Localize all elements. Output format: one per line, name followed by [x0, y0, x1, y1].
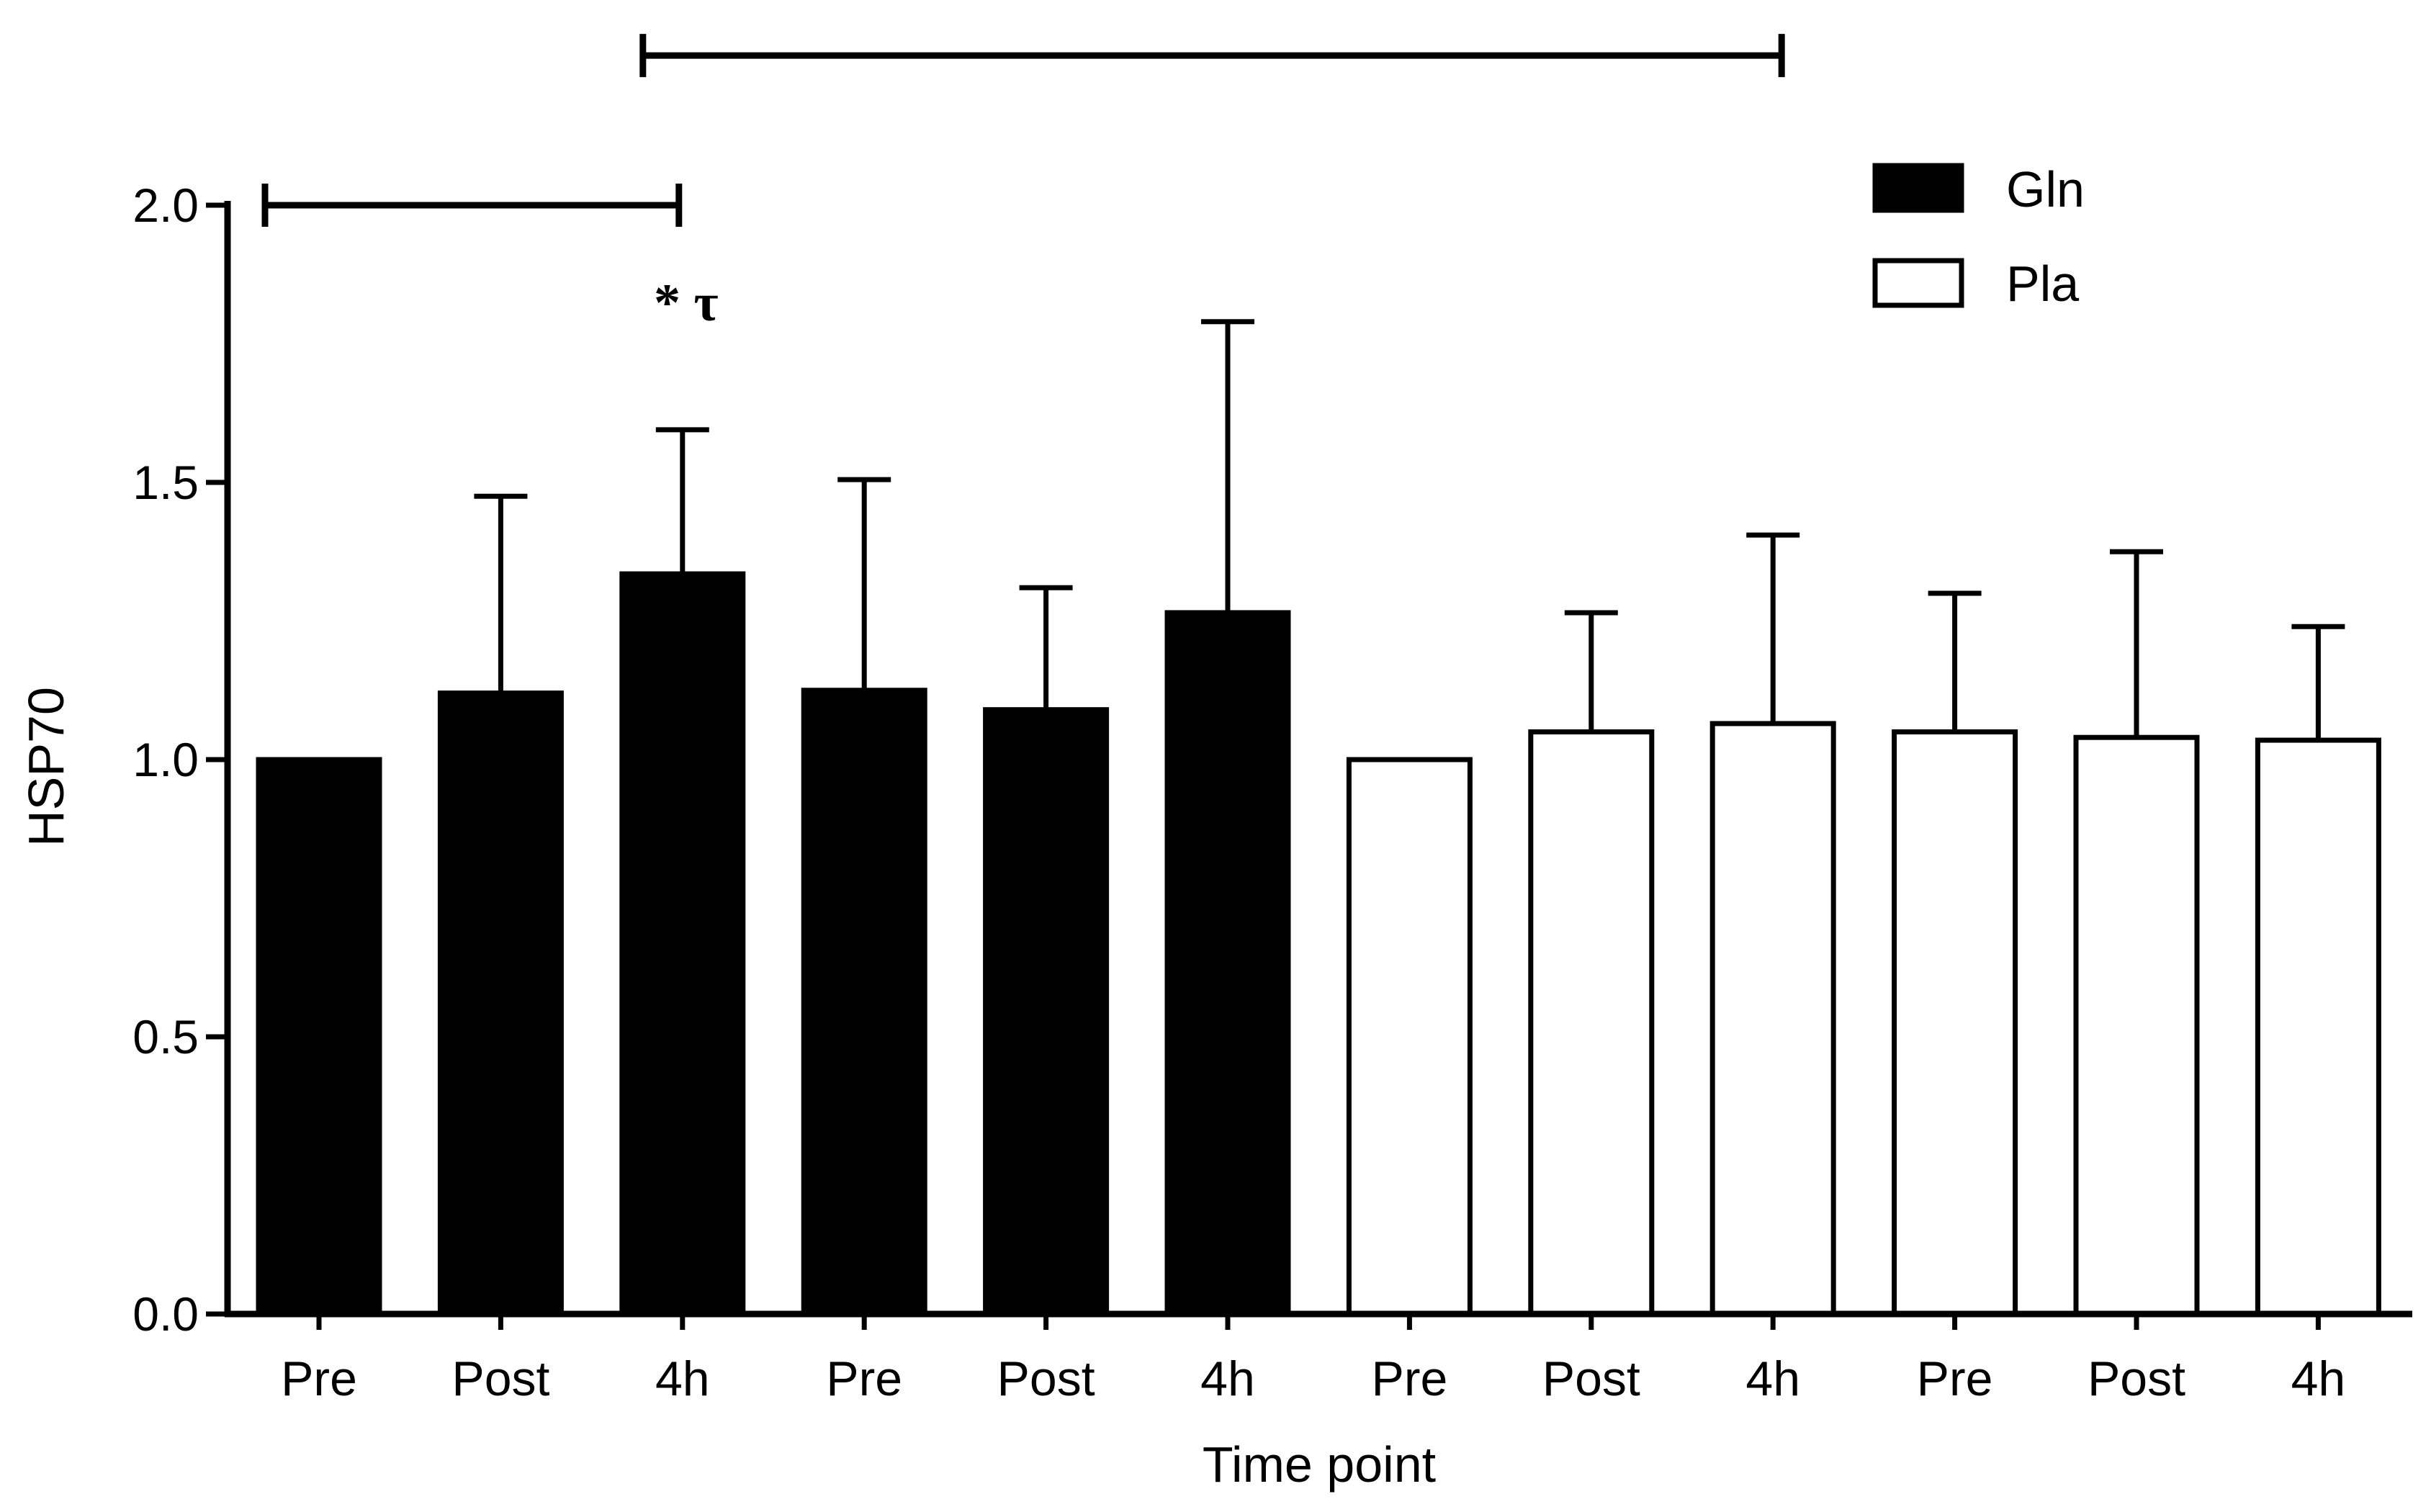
x-tick-label-2: 4h — [655, 1351, 710, 1406]
legend-swatch-gln — [1872, 163, 1964, 213]
bar-gln-4h-2 — [619, 571, 746, 1317]
bar-pla-4h-11 — [2255, 737, 2381, 1317]
x-tick-label-11: 4h — [2291, 1351, 2346, 1406]
y-axis-title: HSP70 — [18, 687, 74, 847]
bar-gln-pre-3 — [801, 688, 927, 1317]
x-tick-label-9: Pre — [1917, 1351, 1993, 1406]
significance-annotation: * τ — [654, 274, 719, 333]
x-axis-title: Time point — [1203, 1436, 1436, 1493]
y-tick-label-2: 1.0 — [132, 733, 199, 786]
bar-gln-post-4 — [983, 707, 1110, 1317]
annotations: * τ — [654, 274, 719, 333]
x-tick-label-4: Post — [997, 1351, 1095, 1406]
x-category-labels: Pre Post 4h Pre Post 4h Pre Post 4h Pre Post 4h — [281, 1314, 2345, 1406]
x-tick-label-7: Post — [1542, 1351, 1640, 1406]
y-tick-label-3: 1.5 — [132, 456, 199, 509]
error-bars — [474, 319, 2345, 741]
bar-gln-post-1 — [437, 690, 564, 1317]
bar-pla-pre-9 — [1892, 729, 2018, 1317]
legend: Gln Pla — [1872, 161, 2085, 312]
y-ticks: 0.0 0.5 1.0 1.5 2.0 — [132, 179, 228, 1341]
legend-swatch-pla — [1872, 258, 1964, 308]
x-tick-label-5: 4h — [1200, 1351, 1255, 1406]
x-tick-label-6: Pre — [1371, 1351, 1447, 1406]
x-tick-label-8: 4h — [1745, 1351, 1800, 1406]
bar-pla-4h-8 — [1709, 721, 1836, 1317]
significance-brackets — [261, 34, 1785, 227]
y-tick-label-4: 2.0 — [132, 179, 199, 232]
bar-pla-post-7 — [1528, 729, 1655, 1317]
x-tick-label-10: Post — [2088, 1351, 2185, 1406]
legend-label-gln: Gln — [2006, 161, 2085, 217]
x-tick-label-0: Pre — [281, 1351, 357, 1406]
bar-gln-4h-5 — [1164, 610, 1291, 1317]
bar-gln-pre-0 — [256, 757, 382, 1317]
y-tick-label-0: 0.0 — [132, 1287, 199, 1341]
x-tick-label-1: Post — [451, 1351, 549, 1406]
bar-pla-pre-6 — [1346, 757, 1473, 1317]
legend-label-pla: Pla — [2006, 256, 2079, 312]
y-tick-label-1: 0.5 — [132, 1010, 199, 1063]
bars — [256, 571, 2381, 1317]
x-tick-label-3: Pre — [826, 1351, 902, 1406]
bar-pla-post-10 — [2073, 734, 2200, 1317]
